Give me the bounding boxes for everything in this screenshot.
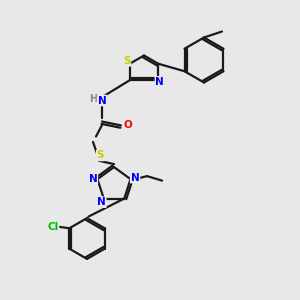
Text: H: H xyxy=(89,94,97,104)
Text: N: N xyxy=(131,172,140,183)
Text: Cl: Cl xyxy=(47,222,58,232)
Text: S: S xyxy=(123,56,130,66)
Text: N: N xyxy=(88,174,97,184)
Text: S: S xyxy=(97,150,104,161)
Text: N: N xyxy=(155,77,164,87)
Text: N: N xyxy=(97,197,106,207)
Text: N: N xyxy=(98,95,106,106)
Text: O: O xyxy=(123,120,132,130)
